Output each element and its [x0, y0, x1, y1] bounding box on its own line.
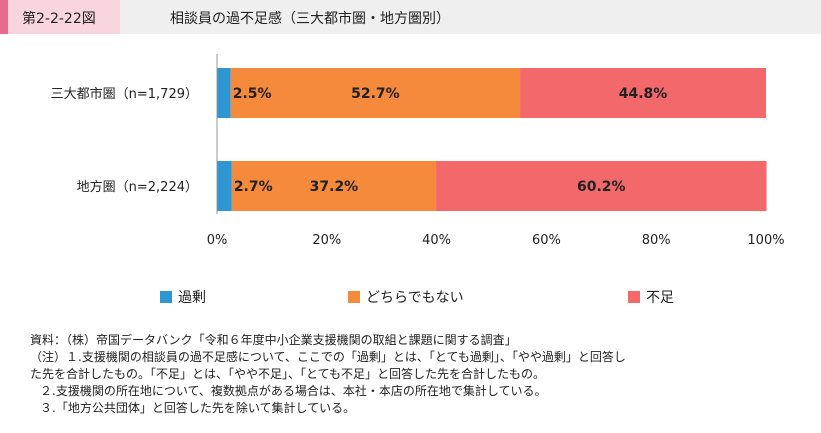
bar-segment-0-2 — [520, 68, 766, 118]
note-1-line-2: た先を合計したもの。「不足」とは、「やや不足」、「とても不足」と回答した先を合計… — [30, 367, 546, 381]
x-tick-label-5: 100% — [747, 233, 784, 248]
figure-header: 第2-2-22図 相談員の過不足感（三大都市圏・地方圏別） — [0, 0, 821, 34]
note-1-line-1: （注）１.支援機関の相談員の過不足感について、ここでの「過剰」とは、「とても過剰… — [30, 350, 626, 364]
header-accent-bar — [0, 0, 8, 34]
legend-label-shortage: 不足 — [646, 290, 674, 306]
bar-segment-1-1 — [231, 161, 437, 211]
data-label-1-1: 37.2% — [310, 179, 359, 195]
bar-segment-0-0 — [217, 68, 231, 118]
data-label-0-2: 44.8% — [619, 86, 668, 102]
note-3: ３.「地方公共団体」と回答した先を除いて集計している。 — [40, 401, 356, 415]
source-note: 資料：（株）帝国データバンク「令和６年度中小企業支援機関の取組と課題に関する調査… — [30, 333, 517, 347]
legend-swatch-neither — [348, 291, 360, 303]
legend-label-excess: 過剰 — [178, 290, 206, 306]
figure-id: 第2-2-22図 — [22, 11, 96, 27]
legend-label-neither: どちらでもない — [366, 290, 464, 306]
bar-segment-0-1 — [230, 68, 521, 118]
legend-swatch-excess — [160, 291, 172, 303]
x-tick-label-0: 0% — [207, 233, 228, 248]
x-tick-label-3: 60% — [532, 233, 561, 248]
x-tick-label-2: 40% — [422, 233, 451, 248]
legend-item-excess: 過剰 — [160, 288, 206, 306]
data-label-0-0: 2.5% — [233, 86, 272, 102]
category-label-0: 三大都市圏（n=1,729） — [51, 86, 198, 102]
legend-item-shortage: 不足 — [628, 288, 674, 306]
figure-title: 相談員の過不足感（三大都市圏・地方圏別） — [170, 11, 450, 27]
bar-segment-1-0 — [217, 161, 232, 211]
bar-segment-1-2 — [436, 161, 767, 211]
note-2: ２.支援機関の所在地について、複数拠点がある場合は、本社・本店の所在地で集計して… — [40, 384, 547, 398]
legend-item-neither: どちらでもない — [348, 288, 464, 306]
category-label-1: 地方圏（n=2,224） — [77, 179, 198, 195]
data-label-0-1: 52.7% — [351, 86, 400, 102]
figure-id-badge — [0, 0, 120, 34]
x-tick-label-1: 20% — [312, 233, 341, 248]
figure-notes: 資料：（株）帝国データバンク「令和６年度中小企業支援機関の取組と課題に関する調査… — [30, 332, 815, 417]
data-label-1-2: 60.2% — [577, 179, 626, 195]
data-label-1-0: 2.7% — [234, 179, 273, 195]
stacked-bar-chart: 2.5% 52.7% 44.8% 三大都市圏（n=1,729） 2.7% 37.2% 60.… — [51, 54, 785, 248]
x-tick-label-4: 80% — [642, 233, 671, 248]
legend-swatch-shortage — [628, 291, 640, 303]
